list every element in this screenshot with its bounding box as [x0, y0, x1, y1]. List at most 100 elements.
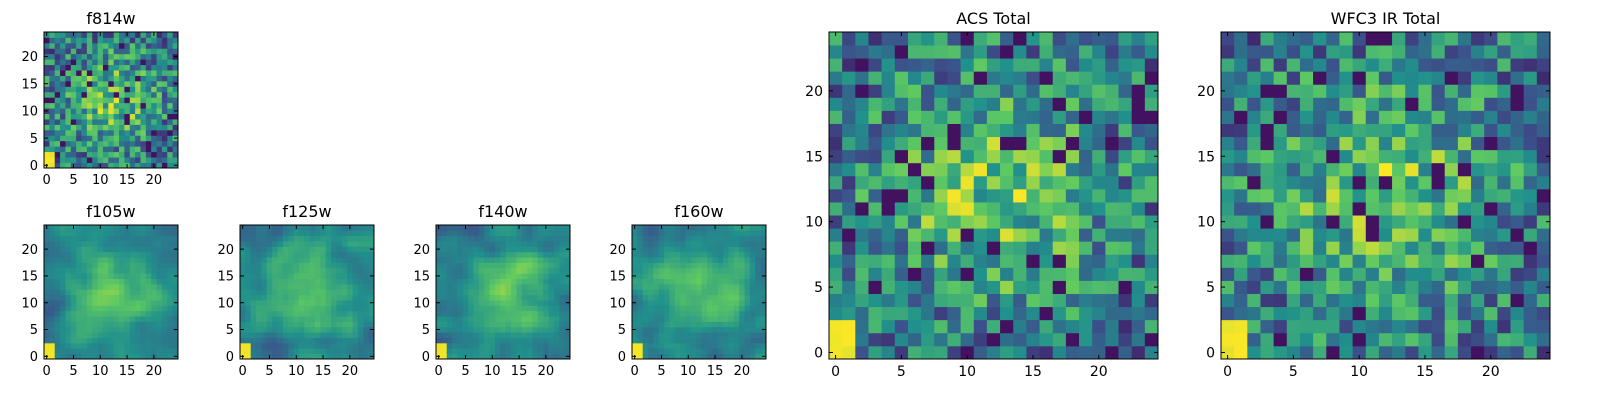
heatmap-cell — [632, 305, 638, 312]
heatmap-cell — [336, 251, 343, 258]
heatmap-cell — [352, 278, 359, 285]
heatmap-cell — [293, 278, 300, 285]
heatmap-cell — [92, 337, 98, 344]
heatmap-cell — [145, 278, 152, 285]
heatmap-cell — [113, 91, 120, 98]
x-tick-label: 0 — [631, 364, 639, 379]
heatmap-cell — [266, 283, 273, 290]
heatmap-cell — [156, 321, 163, 328]
heatmap-cell — [357, 316, 364, 322]
heatmap-cell — [559, 321, 566, 328]
heatmap-cell — [441, 241, 448, 247]
heatmap-cell — [250, 342, 257, 349]
heatmap-cell — [1000, 162, 1014, 177]
heatmap-cell — [921, 84, 935, 98]
heatmap-cell — [1326, 71, 1340, 85]
heatmap-cell — [1497, 202, 1511, 216]
heatmap-cell — [1418, 345, 1432, 360]
heatmap-cell — [452, 289, 458, 296]
heatmap-cell — [172, 332, 179, 338]
heatmap-cell — [707, 316, 713, 322]
heatmap-cell — [102, 300, 109, 306]
heatmap-cell — [632, 257, 638, 263]
heatmap-cell — [357, 289, 364, 296]
heatmap-cell — [135, 48, 141, 55]
heatmap-cell — [1497, 215, 1511, 229]
heatmap-cell — [145, 257, 152, 263]
heatmap-cell — [102, 267, 109, 274]
heatmap-cell — [266, 230, 273, 237]
heatmap-cell — [331, 326, 337, 333]
heatmap-cell — [1105, 71, 1119, 85]
heatmap-cell — [60, 257, 66, 263]
heatmap-cell — [1365, 136, 1380, 151]
chart-title: f125w — [282, 202, 331, 221]
heatmap-cell — [1000, 228, 1014, 242]
heatmap-cell — [347, 300, 353, 306]
heatmap-cell — [855, 123, 869, 138]
heatmap-cell — [86, 316, 93, 322]
heatmap-cell — [151, 80, 157, 87]
heatmap-cell — [489, 294, 496, 301]
heatmap-cell — [457, 289, 464, 296]
heatmap-cell — [1144, 45, 1159, 59]
heatmap-cell — [1299, 215, 1314, 229]
heatmap-cell — [1144, 97, 1159, 111]
heatmap-cell — [986, 280, 1001, 294]
heatmap-cell — [559, 337, 566, 344]
heatmap-cell — [151, 157, 157, 163]
heatmap-cell — [457, 283, 464, 290]
heatmap-cell — [744, 326, 751, 333]
heatmap-cell — [76, 70, 82, 76]
heatmap-cell — [674, 283, 681, 290]
heatmap-cell — [664, 273, 670, 279]
heatmap-cell — [1313, 110, 1327, 124]
heatmap-cell — [129, 342, 136, 349]
heatmap-cell — [1039, 202, 1054, 216]
heatmap-cell — [86, 273, 93, 279]
heatmap-cell — [1000, 110, 1014, 124]
heatmap-cell — [97, 326, 104, 333]
heatmap-cell — [172, 305, 179, 312]
heatmap-cell — [1026, 58, 1040, 72]
heatmap-cell — [548, 278, 555, 285]
heatmap-cell — [1378, 71, 1393, 85]
heatmap-cell — [1444, 306, 1459, 321]
heatmap-cell — [1260, 149, 1275, 164]
heatmap-cell — [54, 75, 61, 82]
heatmap-cell — [505, 342, 512, 349]
heatmap-cell — [1260, 97, 1275, 111]
heatmap-cell — [1313, 306, 1327, 321]
heatmap-cell — [161, 59, 168, 66]
x-tick-label: 15 — [119, 173, 136, 188]
heatmap-cell — [250, 235, 257, 242]
heatmap-cell — [1092, 254, 1106, 268]
heatmap-cell — [701, 353, 708, 360]
heatmap-cell — [298, 235, 305, 242]
heatmap-cell — [1497, 332, 1511, 347]
heatmap-cell — [489, 316, 496, 322]
heatmap-cell — [894, 280, 909, 294]
heatmap-cell — [1013, 241, 1027, 255]
heatmap-cell — [113, 294, 120, 301]
heatmap-cell — [1418, 188, 1432, 203]
heatmap-cell — [1484, 136, 1498, 151]
heatmap-cell — [156, 80, 163, 87]
heatmap-cell — [293, 300, 300, 306]
heatmap-cell — [829, 267, 843, 281]
heatmap-cell — [1444, 228, 1459, 242]
heatmap-cell — [44, 305, 50, 312]
heatmap-cell — [1444, 175, 1459, 190]
heatmap-cell — [65, 70, 72, 76]
heatmap-cell — [272, 321, 278, 328]
heatmap-cell — [712, 342, 719, 349]
heatmap-cell — [172, 59, 179, 66]
heatmap-cell — [658, 267, 665, 274]
heatmap-cell — [97, 300, 104, 306]
heatmap-cell — [363, 310, 370, 317]
heatmap-cell — [707, 332, 713, 338]
heatmap-cell — [315, 283, 321, 290]
heatmap-cell — [674, 251, 681, 258]
heatmap-cell — [151, 91, 157, 98]
